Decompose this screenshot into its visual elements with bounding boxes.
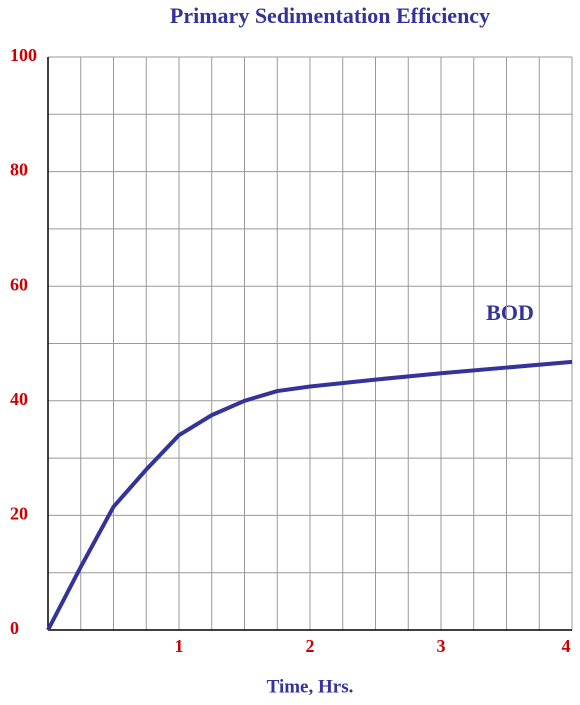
y-tick-label: 0 bbox=[10, 618, 19, 638]
x-tick-label: 4 bbox=[562, 636, 571, 656]
annotation: BOD bbox=[486, 300, 534, 325]
y-tick-label: 100 bbox=[10, 45, 37, 65]
x-axis-label: Time, Hrs. bbox=[267, 676, 354, 697]
data-line bbox=[46, 359, 573, 631]
y-tick-label: 60 bbox=[10, 274, 28, 294]
y-tick-label: 20 bbox=[10, 504, 28, 524]
x-tick-label: 2 bbox=[306, 636, 315, 656]
chart-title: Primary Sedimentation Efficiency bbox=[170, 3, 490, 28]
x-tick-label: 3 bbox=[437, 636, 446, 656]
y-tick-label: 40 bbox=[10, 389, 28, 409]
y-tick-label: 80 bbox=[10, 160, 28, 180]
x-tick-label: 1 bbox=[175, 636, 184, 656]
